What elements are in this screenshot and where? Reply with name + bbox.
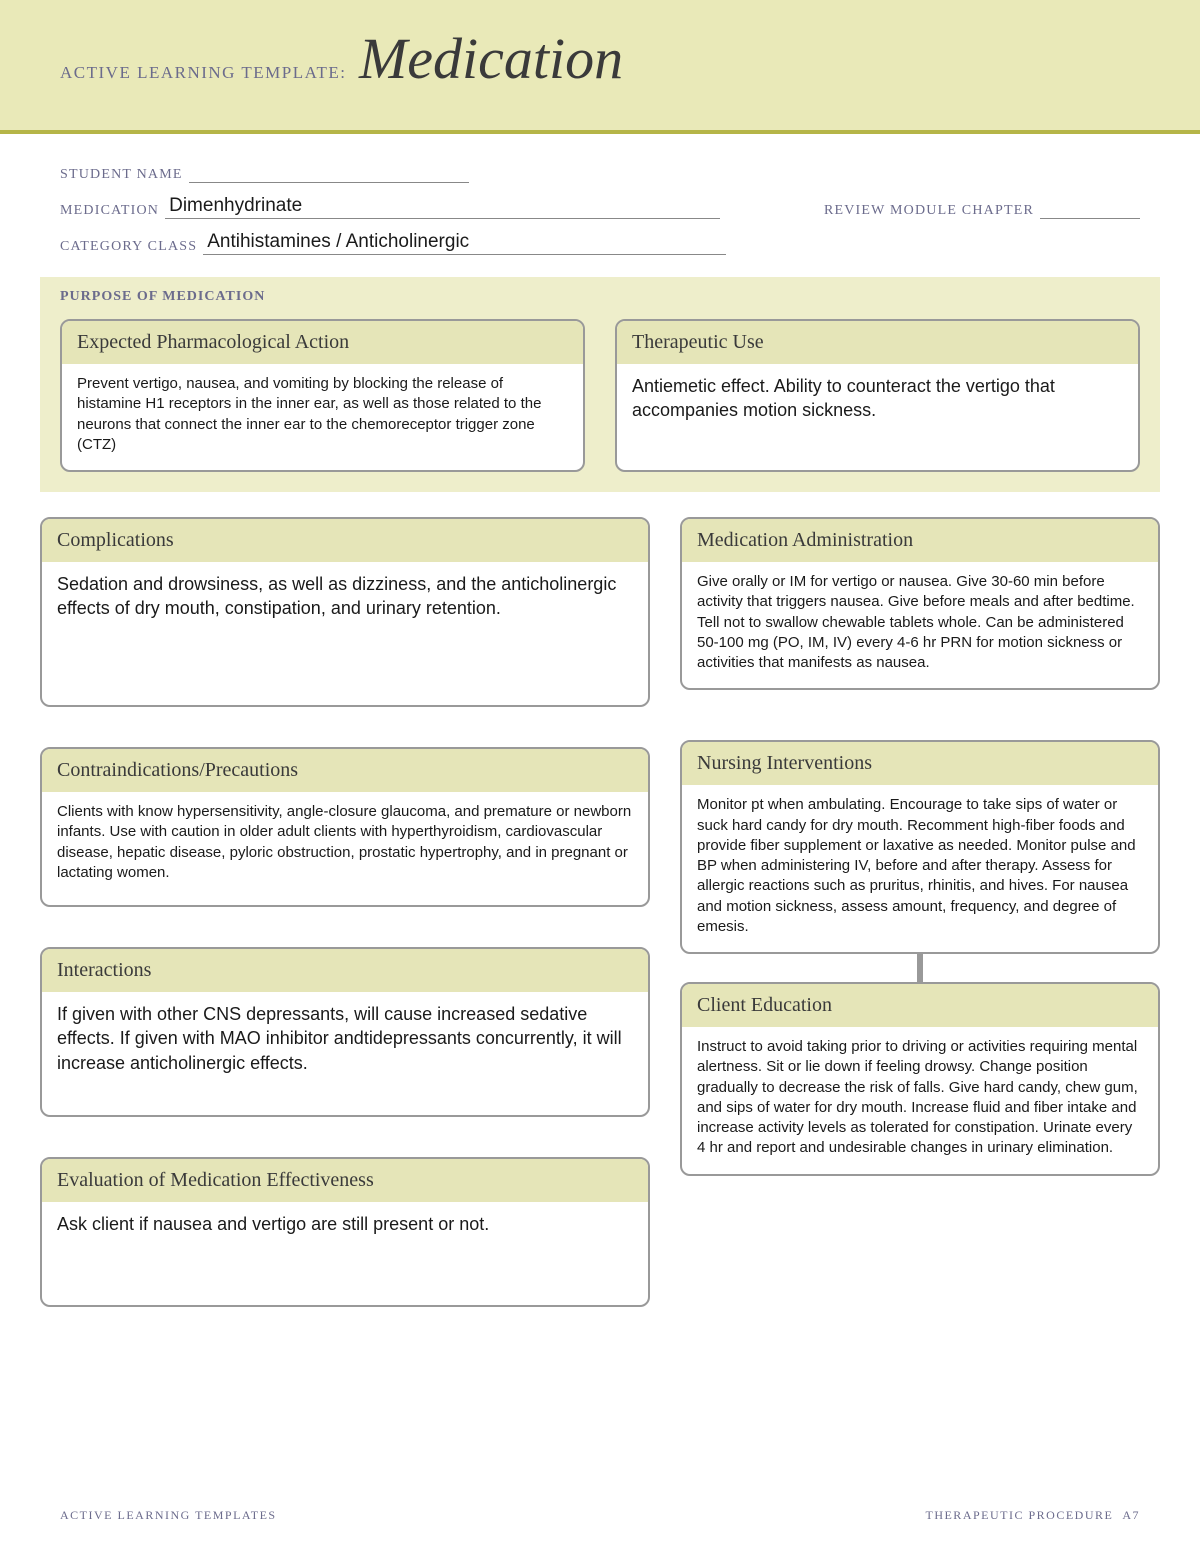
- banner-title: Medication: [359, 25, 623, 92]
- interactions-title: Interactions: [42, 949, 648, 992]
- client-education-title: Client Education: [682, 984, 1158, 1027]
- medication-admin-card: Medication Administration Give orally or…: [680, 517, 1160, 690]
- client-education-body: Instruct to avoid taking prior to drivin…: [682, 1027, 1158, 1174]
- right-column: Medication Administration Give orally or…: [680, 517, 1160, 1307]
- footer-right: THERAPEUTIC PROCEDURE A7: [925, 1508, 1140, 1523]
- left-column: Complications Sedation and drowsiness, a…: [40, 517, 650, 1307]
- evaluation-card: Evaluation of Medication Effectiveness A…: [40, 1157, 650, 1307]
- top-banner: ACTIVE LEARNING TEMPLATE: Medication: [0, 0, 1200, 130]
- therapeutic-use-card: Therapeutic Use Antiemetic effect. Abili…: [615, 319, 1140, 472]
- category-value: Antihistamines / Anticholinergic: [203, 231, 469, 252]
- therapeutic-use-body: Antiemetic effect. Ability to counteract…: [617, 364, 1138, 438]
- category-row: CATEGORY CLASS Antihistamines / Antichol…: [60, 231, 1140, 255]
- student-name-label: STUDENT NAME: [60, 167, 183, 183]
- footer: ACTIVE LEARNING TEMPLATES THERAPEUTIC PR…: [60, 1508, 1140, 1523]
- connector-line: [917, 954, 923, 982]
- review-label: REVIEW MODULE CHAPTER: [824, 203, 1034, 219]
- complications-body: Sedation and drowsiness, as well as dizz…: [42, 562, 648, 636]
- banner-label: ACTIVE LEARNING TEMPLATE:: [60, 63, 347, 83]
- footer-left: ACTIVE LEARNING TEMPLATES: [60, 1508, 277, 1523]
- form-fields: STUDENT NAME MEDICATION Dimenhydrinate R…: [0, 134, 1200, 277]
- therapeutic-use-title: Therapeutic Use: [617, 321, 1138, 364]
- purpose-label: PURPOSE OF MEDICATION: [60, 289, 1140, 305]
- pharm-action-card: Expected Pharmacological Action Prevent …: [60, 319, 585, 472]
- interactions-card: Interactions If given with other CNS dep…: [40, 947, 650, 1117]
- evaluation-title: Evaluation of Medication Effectiveness: [42, 1159, 648, 1202]
- purpose-two-col: Expected Pharmacological Action Prevent …: [60, 319, 1140, 472]
- pharm-action-title: Expected Pharmacological Action: [62, 321, 583, 364]
- medication-line: Dimenhydrinate: [165, 195, 720, 219]
- pharm-action-body: Prevent vertigo, nausea, and vomiting by…: [62, 364, 583, 470]
- student-name-row: STUDENT NAME: [60, 159, 1140, 183]
- nursing-interventions-body: Monitor pt when ambulating. Encourage to…: [682, 785, 1158, 952]
- contraindications-body: Clients with know hypersensitivity, angl…: [42, 792, 648, 898]
- nursing-interventions-title: Nursing Interventions: [682, 742, 1158, 785]
- client-education-card: Client Education Instruct to avoid takin…: [680, 982, 1160, 1176]
- interactions-body: If given with other CNS depressants, wil…: [42, 992, 648, 1090]
- review-line: [1040, 217, 1140, 219]
- category-label: CATEGORY CLASS: [60, 239, 197, 255]
- spacer: [680, 690, 1160, 740]
- complications-title: Complications: [42, 519, 648, 562]
- medication-row: MEDICATION Dimenhydrinate REVIEW MODULE …: [60, 195, 1140, 219]
- category-line: Antihistamines / Anticholinergic: [203, 231, 726, 255]
- evaluation-body: Ask client if nausea and vertigo are sti…: [42, 1202, 648, 1251]
- complications-card: Complications Sedation and drowsiness, a…: [40, 517, 650, 707]
- student-name-line: [189, 159, 469, 183]
- purpose-section: PURPOSE OF MEDICATION Expected Pharmacol…: [40, 277, 1160, 492]
- nursing-interventions-card: Nursing Interventions Monitor pt when am…: [680, 740, 1160, 954]
- contraindications-title: Contraindications/Precautions: [42, 749, 648, 792]
- medication-admin-body: Give orally or IM for vertigo or nausea.…: [682, 562, 1158, 688]
- medication-admin-title: Medication Administration: [682, 519, 1158, 562]
- main-grid: Complications Sedation and drowsiness, a…: [0, 492, 1200, 1307]
- contraindications-card: Contraindications/Precautions Clients wi…: [40, 747, 650, 907]
- medication-value: Dimenhydrinate: [165, 195, 302, 216]
- page: ACTIVE LEARNING TEMPLATE: Medication STU…: [0, 0, 1200, 1553]
- medication-label: MEDICATION: [60, 203, 159, 219]
